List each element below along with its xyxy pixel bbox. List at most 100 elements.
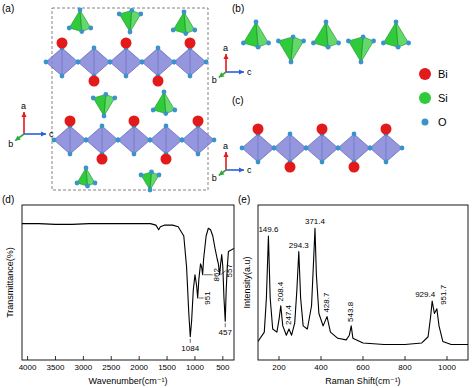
x-tick (363, 356, 364, 360)
o-atom (156, 46, 161, 51)
bi-atom (193, 116, 204, 127)
bi-o-polyhedron (46, 48, 78, 76)
bi-o-polyhedron (110, 48, 142, 76)
label: (e) (238, 194, 250, 205)
o-atom (346, 39, 351, 44)
o-atom (116, 138, 121, 143)
o-atom (182, 10, 187, 15)
arrow-head (15, 136, 21, 141)
o-atom (102, 114, 107, 119)
figure: abc(a)(b)abc(c)abcBiSiO40003500300025002… (0, 0, 474, 388)
o-atom (68, 152, 73, 157)
polyhedron-edge (94, 48, 95, 76)
arrow-head (219, 170, 225, 175)
bi-o-polyhedron (338, 134, 370, 162)
label: (d) (2, 194, 14, 205)
o-atom (84, 166, 89, 171)
o-atom (91, 96, 96, 101)
label: c (49, 129, 54, 139)
o-atom (304, 146, 309, 151)
o-atom (394, 20, 399, 25)
o-atom (78, 8, 83, 13)
o-atom (272, 146, 277, 151)
o-atom (108, 60, 113, 65)
o-atom (196, 152, 201, 157)
label: a (21, 101, 26, 111)
bi-atom (57, 38, 68, 49)
o-atom (163, 111, 168, 116)
plot-frame (22, 205, 234, 360)
o-atom (76, 60, 81, 65)
x-tick (279, 356, 280, 360)
label: 2000 (130, 363, 148, 372)
polyhedron-edge (62, 48, 63, 76)
o-atom (117, 12, 122, 17)
legend-swatch (419, 68, 431, 80)
o-atom (172, 60, 177, 65)
label: 208.4 (276, 281, 285, 302)
bi-atom (317, 124, 328, 135)
bi-atom (89, 76, 100, 87)
bi-o-polyhedron (242, 134, 274, 162)
polyhedron-edge (134, 126, 135, 154)
label: 149.6 (258, 225, 279, 234)
label: Wavenumber(cm⁻¹) (89, 376, 168, 386)
o-atom (124, 74, 129, 79)
o-atom (400, 146, 405, 151)
panel-b: (b)abc (212, 3, 411, 85)
panel-a: abc(a) (2, 3, 216, 192)
arrow-head (223, 152, 228, 157)
bi-atom (121, 38, 132, 49)
o-atom (336, 146, 341, 151)
bi-atom (97, 154, 108, 165)
o-atom (172, 60, 177, 65)
o-atom (368, 146, 373, 151)
label: 400 (314, 363, 328, 372)
bi-o-polyhedron (306, 134, 338, 162)
polyhedron-edge (70, 126, 71, 154)
o-atom (148, 138, 153, 143)
label: Bi (438, 68, 448, 80)
o-atom (171, 28, 176, 33)
polyhedron-edge (386, 134, 387, 162)
o-atom (140, 60, 145, 65)
o-atom (204, 60, 209, 65)
o-atom (92, 46, 97, 51)
label: 1000 (186, 363, 204, 372)
bi-atom (381, 124, 392, 135)
o-atom (139, 173, 144, 178)
bi-o-polyhedron (142, 48, 174, 76)
o-atom (67, 26, 72, 31)
o-atom (148, 188, 153, 193)
bi-atom (253, 124, 264, 135)
o-atom (352, 132, 357, 137)
polyhedron-edge (126, 48, 127, 76)
o-atom (108, 60, 113, 65)
label: 1084 (181, 344, 199, 353)
bi-o-polyhedron (78, 48, 110, 76)
spectrum-line (258, 228, 468, 344)
label: 800 (398, 363, 412, 372)
bi-o-polyhedron (118, 126, 150, 154)
o-atom (256, 45, 261, 50)
x-tick (321, 356, 322, 360)
o-atom (100, 124, 105, 129)
label: 951.7 (439, 284, 448, 305)
o-atom (272, 146, 277, 151)
o-atom (85, 184, 90, 189)
o-atom (79, 29, 84, 34)
x-tick (194, 356, 195, 360)
o-atom (138, 12, 143, 17)
o-atom (266, 41, 271, 46)
x-tick (139, 356, 140, 360)
label: c (247, 165, 252, 175)
legend-swatch (419, 92, 431, 104)
unit-cell (52, 8, 208, 190)
legend-swatch (422, 119, 429, 126)
bi-atom (349, 162, 360, 173)
o-atom (172, 108, 177, 113)
o-atom (212, 138, 217, 143)
o-atom (88, 26, 93, 31)
x-tick (55, 356, 56, 360)
label: 3500 (47, 363, 65, 372)
